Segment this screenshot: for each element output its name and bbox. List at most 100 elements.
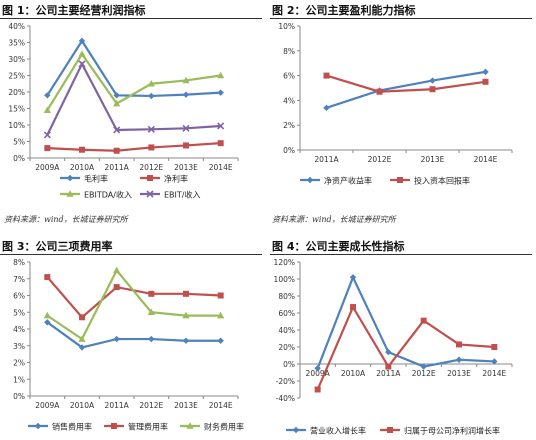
legend-label: 投入资本回报率 (414, 176, 470, 186)
data-point (349, 274, 357, 281)
legend-label: EBITDA/收入 (84, 190, 132, 200)
legend-item-1: 销售费用率 (28, 422, 92, 432)
x-tick-label: 2012E (139, 163, 163, 172)
chart-source-1: 资料来源：wind，长城证券研究所 (4, 215, 128, 224)
y-tick-label: 5% (13, 308, 25, 317)
y-tick-label: 5% (13, 138, 25, 147)
x-tick-label: 2011A (105, 401, 130, 410)
chart-title-2: 图 2：公司主要盈利能力指标 (272, 4, 416, 17)
data-point (44, 92, 51, 99)
chart-title-1: 图 1：公司主要经营利润指标 (2, 4, 146, 17)
chart-title-3: 图 3：公司三项费用率 (2, 240, 113, 253)
legend-label: 净利率 (164, 174, 188, 184)
data-point (491, 358, 498, 365)
y-tick-label: 2% (283, 121, 295, 130)
data-point (482, 68, 489, 76)
y-tick-label: 20% (8, 88, 25, 97)
legend-item-1: 毛利率 (60, 174, 108, 184)
series-2 (323, 72, 489, 95)
series-line (46, 61, 221, 136)
y-tick-label: 0% (13, 154, 25, 163)
chart-source-2: 资料来源：wind，长城证券研究所 (272, 215, 396, 224)
legend-item-2: 净利率 (140, 174, 188, 184)
legend-label: 管理费用率 (128, 422, 168, 432)
series-line (47, 142, 221, 152)
data-point (420, 317, 427, 324)
x-tick-label: 2011A (105, 163, 130, 172)
legend-item-2: 归属于母公司净利润增长率 (380, 426, 500, 436)
series-3 (43, 50, 225, 113)
data-point (182, 311, 190, 319)
legend-label: 毛利率 (84, 174, 108, 184)
x-tick-label: 2009A (35, 401, 60, 410)
legend-label: 营业收入增长率 (310, 426, 366, 436)
series-line (46, 38, 221, 98)
legend-item-1: 净资产收益率 (300, 176, 372, 186)
y-tick-label: 80% (278, 292, 295, 301)
series-line (326, 74, 486, 93)
data-point (148, 335, 155, 343)
data-point (314, 386, 321, 393)
y-tick-label: 6% (283, 72, 295, 81)
data-point (183, 142, 189, 149)
series-line (316, 274, 495, 369)
data-point (78, 60, 86, 68)
data-point (113, 266, 121, 274)
legend-item-2: 管理费用率 (104, 422, 168, 432)
legend-marker (111, 423, 117, 429)
data-point (217, 89, 224, 96)
x-tick-label: 2011A (376, 369, 401, 378)
series-1 (314, 274, 498, 372)
chart-4: -40% -20% 0% 20% 40% 60% 80% 100% 120% 2009A 2010A… (274, 258, 513, 436)
chart-panel-1: 图 1：公司主要经营利润指标 0% 5% 10% 15% 20% 25% 30% 35% 40%… (0, 0, 262, 224)
data-point (420, 363, 427, 370)
legend-label: 净资产收益率 (324, 176, 372, 186)
legend-marker (387, 427, 393, 433)
data-point (113, 99, 121, 107)
legend-marker-stroke-b (146, 190, 154, 198)
data-point (350, 304, 356, 311)
data-point (323, 72, 330, 79)
x-tick-label: 2013E (174, 401, 198, 410)
y-tick-label: 120% (274, 258, 295, 267)
data-point (147, 125, 155, 133)
y-tick-label: 8% (13, 258, 25, 267)
x-tick-label: 2013E (447, 369, 471, 378)
y-tick-label: 35% (8, 39, 25, 48)
series-3 (43, 266, 225, 342)
x-tick-label: 2011A (314, 155, 339, 164)
data-point (385, 348, 392, 356)
data-point (44, 145, 51, 152)
title-rule-4 (270, 254, 532, 255)
chart-1: 0% 5% 10% 15% 20% 25% 30% 35% 40% 2009A 2010A 2011A… (8, 22, 239, 200)
legend-marker (146, 190, 154, 198)
y-tick-label: 10% (8, 121, 25, 130)
series-2 (44, 274, 224, 321)
data-point (217, 292, 224, 299)
title-rule-2 (270, 18, 532, 19)
data-point (182, 337, 190, 344)
data-point (182, 124, 190, 132)
y-tick-label: 40% (8, 22, 25, 31)
data-point (376, 88, 383, 95)
y-tick-label: 3% (13, 342, 25, 351)
x-tick-label: 2010A (341, 369, 366, 378)
data-point (491, 344, 498, 350)
data-point (148, 144, 155, 151)
y-tick-label: 30% (8, 55, 25, 64)
legend-label: EBIT/收入 (164, 190, 200, 200)
y-tick-label: 100% (274, 275, 295, 284)
data-point (113, 147, 120, 154)
y-tick-label: 25% (8, 72, 25, 81)
legend-marker (186, 422, 194, 429)
y-tick-label: -40% (276, 394, 295, 403)
data-point (78, 50, 86, 57)
data-point (78, 344, 86, 351)
x-tick-label: 2010A (70, 401, 95, 410)
data-point (183, 290, 189, 297)
data-point (148, 92, 155, 100)
series-line (46, 321, 221, 349)
data-point (113, 126, 121, 134)
legend-marker (147, 175, 153, 181)
legend-marker (306, 176, 314, 184)
